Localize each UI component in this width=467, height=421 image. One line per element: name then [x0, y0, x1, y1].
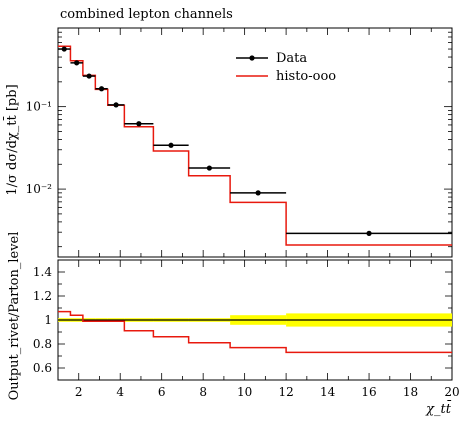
x-tick-label: 10 — [237, 385, 252, 399]
legend-data-marker — [249, 55, 255, 61]
main-series-group — [58, 45, 452, 246]
data-point — [206, 165, 212, 171]
ratio-y-tick-label: 1.4 — [33, 265, 52, 279]
ratio-y-tick-label: 1 — [44, 313, 52, 327]
ratio-y-axis-label: Output_rivet/Parton_level — [7, 232, 22, 401]
legend-data-label: Data — [276, 51, 307, 66]
x-tick-label: 8 — [199, 385, 207, 399]
x-tick-label: 2 — [75, 385, 83, 399]
legend-histo-label: histo-ooo — [276, 69, 336, 84]
main-plot-frame — [57, 27, 453, 258]
data-point — [98, 86, 105, 92]
main-y-tick-label: 10⁻² — [26, 182, 53, 196]
main-y-axis-label: 1/σ dσ/dχ_tt̄ [pb] — [3, 84, 20, 195]
data-point — [168, 142, 174, 148]
data-point — [255, 190, 261, 196]
data-point — [113, 102, 119, 108]
main-y-tick-label: 10⁻¹ — [26, 100, 52, 114]
x-tick-label: 4 — [116, 385, 124, 399]
main-tick-group: 10⁻¹ 10⁻² — [26, 27, 453, 257]
data-point — [74, 60, 80, 66]
chart-title: combined lepton channels — [60, 7, 233, 22]
ratio-y-tick-label: 1.2 — [33, 289, 52, 303]
ratio-y-tick-label: 0.6 — [33, 361, 52, 375]
ratio-series-group — [58, 310, 452, 354]
ratio-histo-ooo-step-line — [58, 310, 452, 354]
ratio-y-tick-label: 0.8 — [33, 337, 52, 351]
legend: Data histo-ooo — [236, 51, 336, 84]
x-tick-label: 6 — [158, 385, 166, 399]
x-tick-label: 20 — [444, 385, 459, 399]
x-tick-label: 14 — [320, 385, 336, 399]
data-point — [61, 46, 67, 52]
x-tick-label: 12 — [278, 385, 293, 399]
data-point — [86, 73, 92, 79]
ratio-tick-group: 2 4 6 8 10 12 14 16 18 20 0.6 0.8 1 1.2 1.4 — [33, 259, 460, 399]
data-point — [136, 121, 142, 127]
x-tick-label: 16 — [361, 385, 376, 399]
data-point — [366, 230, 372, 237]
x-tick-label: 18 — [403, 385, 418, 399]
x-axis-label: χ_tt̄ — [425, 400, 452, 417]
